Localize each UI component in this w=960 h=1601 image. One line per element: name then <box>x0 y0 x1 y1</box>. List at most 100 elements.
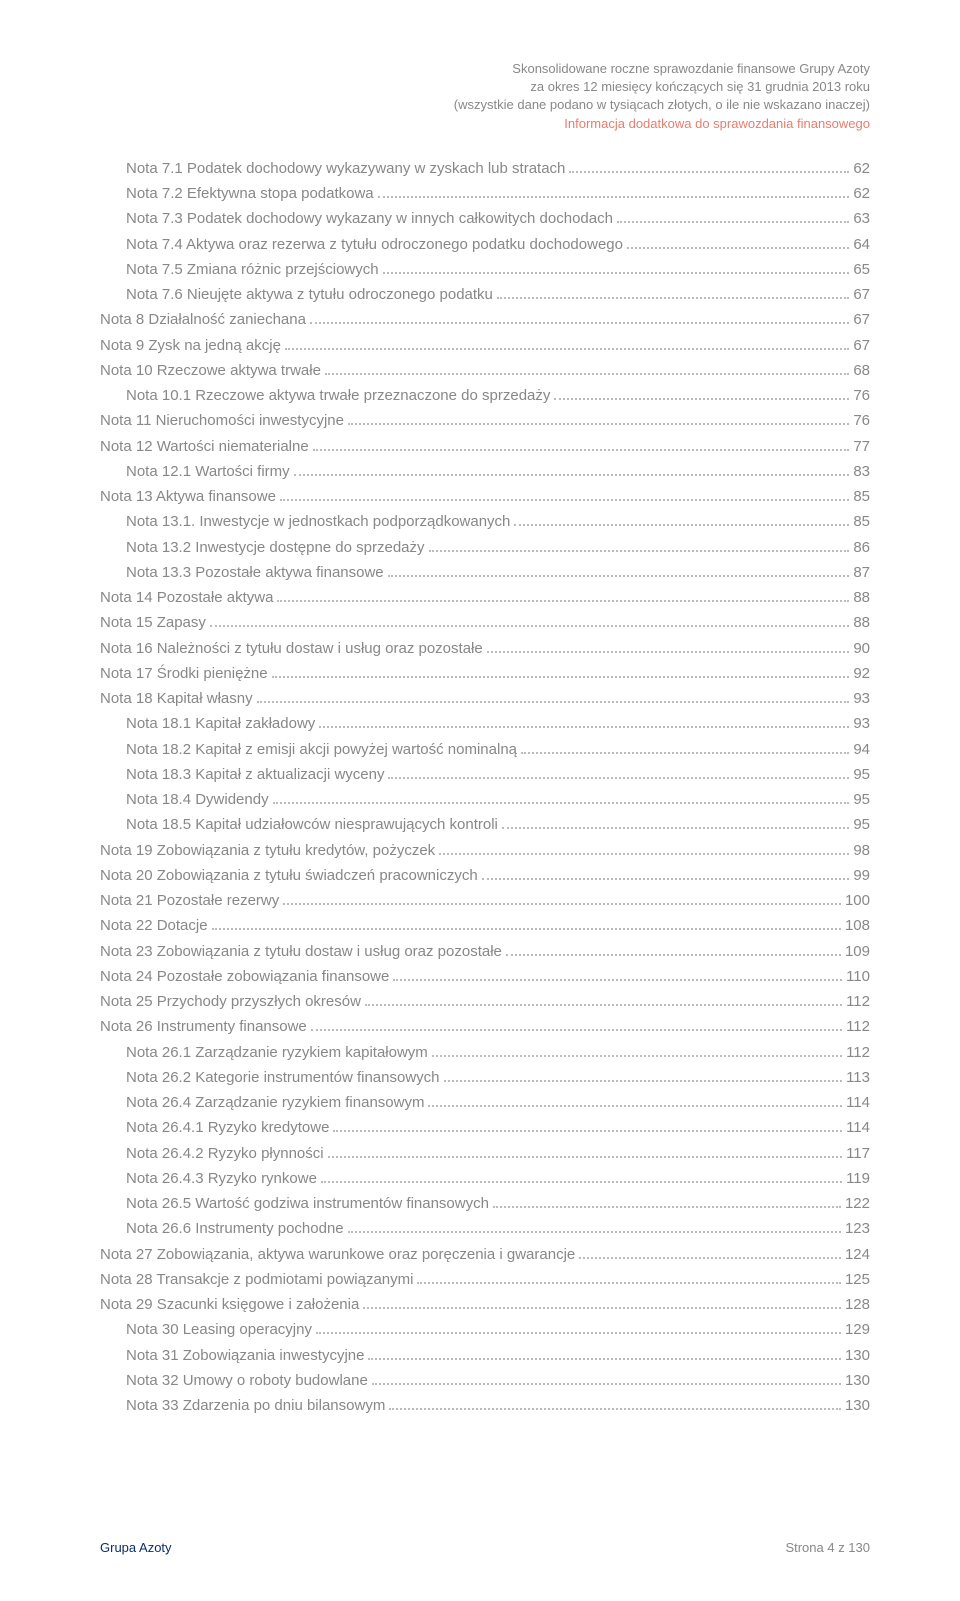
toc-entry[interactable]: Nota 26.1 Zarządzanie ryzykiem kapitałow… <box>126 1041 870 1064</box>
toc-leader-dots <box>514 524 849 526</box>
toc-entry[interactable]: Nota 32 Umowy o roboty budowlane130 <box>126 1369 870 1392</box>
toc-entry-title: Nota 18.4 Dywidendy <box>126 788 269 811</box>
toc-entry-title: Nota 10 Rzeczowe aktywa trwałe <box>100 359 321 382</box>
toc-leader-dots <box>627 247 849 249</box>
toc-entry[interactable]: Nota 18 Kapitał własny93 <box>100 687 870 710</box>
toc-leader-dots <box>368 1358 841 1360</box>
toc-entry[interactable]: Nota 18.2 Kapitał z emisji akcji powyżej… <box>126 738 870 761</box>
toc-entry-page: 130 <box>845 1369 870 1392</box>
toc-entry[interactable]: Nota 15 Zapasy 88 <box>100 611 870 634</box>
toc-entry[interactable]: Nota 27 Zobowiązania, aktywa warunkowe o… <box>100 1243 870 1266</box>
toc-entry-page: 67 <box>853 308 870 331</box>
toc-entry-title: Nota 22 Dotacje <box>100 914 208 937</box>
toc-entry[interactable]: Nota 26.6 Instrumenty pochodne123 <box>126 1217 870 1240</box>
toc-leader-dots <box>417 1282 840 1284</box>
toc-entry[interactable]: Nota 31 Zobowiązania inwestycyjne130 <box>126 1344 870 1367</box>
toc-entry-title: Nota 20 Zobowiązania z tytułu świadczeń … <box>100 864 478 887</box>
toc-entry[interactable]: Nota 12.1 Wartości firmy83 <box>126 460 870 483</box>
toc-entry-title: Nota 25 Przychody przyszłych okresów <box>100 990 361 1013</box>
toc-entry-page: 129 <box>845 1318 870 1341</box>
toc-entry[interactable]: Nota 16 Należności z tytułu dostaw i usł… <box>100 637 870 660</box>
toc-entry[interactable]: Nota 28 Transakcje z podmiotami powiązan… <box>100 1268 870 1291</box>
toc-entry[interactable]: Nota 33 Zdarzenia po dniu bilansowym130 <box>126 1394 870 1417</box>
toc-leader-dots <box>363 1307 841 1309</box>
toc-leader-dots <box>328 1156 842 1158</box>
toc-leader-dots <box>388 575 850 577</box>
toc-entry[interactable]: Nota 13.1. Inwestycje w jednostkach podp… <box>126 510 870 533</box>
toc-entry[interactable]: Nota 25 Przychody przyszłych okresów 112 <box>100 990 870 1013</box>
toc-entry[interactable]: Nota 18.1 Kapitał zakładowy93 <box>126 712 870 735</box>
toc-entry-page: 113 <box>846 1066 870 1089</box>
toc-entry-page: 112 <box>846 990 870 1013</box>
toc-entry[interactable]: Nota 22 Dotacje108 <box>100 914 870 937</box>
toc-leader-dots <box>428 1105 842 1107</box>
toc-entry[interactable]: Nota 29 Szacunki księgowe i założenia128 <box>100 1293 870 1316</box>
document-header: Skonsolidowane roczne sprawozdanie finan… <box>100 60 870 133</box>
toc-entry[interactable]: Nota 26.5 Wartość godziwa instrumentów f… <box>126 1192 870 1215</box>
toc-entry[interactable]: Nota 18.5 Kapitał udziałowców niesprawuj… <box>126 813 870 836</box>
toc-entry[interactable]: Nota 19 Zobowiązania z tytułu kredytów, … <box>100 839 870 862</box>
toc-entry[interactable]: Nota 26.4.2 Ryzyko płynności117 <box>126 1142 870 1165</box>
toc-entry-title: Nota 7.3 Podatek dochodowy wykazany w in… <box>126 207 613 230</box>
toc-entry-title: Nota 18.2 Kapitał z emisji akcji powyżej… <box>126 738 517 761</box>
toc-entry-title: Nota 15 Zapasy <box>100 611 206 634</box>
toc-entry-title: Nota 29 Szacunki księgowe i założenia <box>100 1293 359 1316</box>
toc-entry[interactable]: Nota 26 Instrumenty finansowe112 <box>100 1015 870 1038</box>
toc-entry[interactable]: Nota 9 Zysk na jedną akcję67 <box>100 334 870 357</box>
toc-entry[interactable]: Nota 8 Działalność zaniechana67 <box>100 308 870 331</box>
toc-entry[interactable]: Nota 26.4 Zarządzanie ryzykiem finansowy… <box>126 1091 870 1114</box>
toc-leader-dots <box>393 979 842 981</box>
toc-entry[interactable]: Nota 24 Pozostałe zobowiązania finansowe… <box>100 965 870 988</box>
toc-entry-page: 117 <box>846 1142 870 1165</box>
toc-entry[interactable]: Nota 7.4 Aktywa oraz rezerwa z tytułu od… <box>126 233 870 256</box>
toc-entry[interactable]: Nota 12 Wartości niematerialne77 <box>100 435 870 458</box>
toc-entry[interactable]: Nota 11 Nieruchomości inwestycyjne76 <box>100 409 870 432</box>
toc-entry[interactable]: Nota 17 Środki pieniężne92 <box>100 662 870 685</box>
toc-leader-dots <box>365 1004 842 1006</box>
toc-entry-page: 85 <box>853 485 870 508</box>
toc-entry[interactable]: Nota 13.2 Inwestycje dostępne do sprzeda… <box>126 536 870 559</box>
toc-entry[interactable]: Nota 7.5 Zmiana różnic przejściowych65 <box>126 258 870 281</box>
toc-entry-page: 63 <box>853 207 870 230</box>
toc-entry-title: Nota 14 Pozostałe aktywa <box>100 586 273 609</box>
toc-entry-page: 114 <box>846 1116 870 1139</box>
toc-entry[interactable]: Nota 30 Leasing operacyjny129 <box>126 1318 870 1341</box>
toc-entry-page: 114 <box>846 1091 870 1114</box>
toc-leader-dots <box>554 398 849 400</box>
toc-entry-title: Nota 26.4.1 Ryzyko kredytowe <box>126 1116 329 1139</box>
toc-entry[interactable]: Nota 13 Aktywa finansowe85 <box>100 485 870 508</box>
toc-leader-dots <box>321 1181 842 1183</box>
toc-entry-title: Nota 13.2 Inwestycje dostępne do sprzeda… <box>126 536 425 559</box>
toc-entry[interactable]: Nota 10.1 Rzeczowe aktywa trwałe przezna… <box>126 384 870 407</box>
toc-entry[interactable]: Nota 20 Zobowiązania z tytułu świadczeń … <box>100 864 870 887</box>
toc-leader-dots <box>617 221 849 223</box>
toc-entry-title: Nota 10.1 Rzeczowe aktywa trwałe przezna… <box>126 384 550 407</box>
toc-leader-dots <box>388 777 849 779</box>
toc-entry[interactable]: Nota 7.2 Efektywna stopa podatkowa62 <box>126 182 870 205</box>
toc-entry[interactable]: Nota 23 Zobowiązania z tytułu dostaw i u… <box>100 940 870 963</box>
toc-entry[interactable]: Nota 10 Rzeczowe aktywa trwałe68 <box>100 359 870 382</box>
toc-entry[interactable]: Nota 14 Pozostałe aktywa88 <box>100 586 870 609</box>
toc-entry[interactable]: Nota 21 Pozostałe rezerwy100 <box>100 889 870 912</box>
toc-leader-dots <box>311 1029 842 1031</box>
toc-entry[interactable]: Nota 26.2 Kategorie instrumentów finanso… <box>126 1066 870 1089</box>
toc-entry[interactable]: Nota 7.6 Nieujęte aktywa z tytułu odrocz… <box>126 283 870 306</box>
toc-leader-dots <box>283 903 841 905</box>
toc-leader-dots <box>313 449 850 451</box>
toc-leader-dots <box>210 625 849 627</box>
toc-entry-page: 88 <box>853 611 870 634</box>
toc-entry-title: Nota 28 Transakcje z podmiotami powiązan… <box>100 1268 413 1291</box>
toc-entry[interactable]: Nota 7.3 Podatek dochodowy wykazany w in… <box>126 207 870 230</box>
toc-leader-dots <box>273 802 850 804</box>
toc-entry[interactable]: Nota 26.4.1 Ryzyko kredytowe 114 <box>126 1116 870 1139</box>
toc-entry[interactable]: Nota 18.4 Dywidendy95 <box>126 788 870 811</box>
toc-entry[interactable]: Nota 13.3 Pozostałe aktywa finansowe87 <box>126 561 870 584</box>
toc-entry[interactable]: Nota 18.3 Kapitał z aktualizacji wyceny9… <box>126 763 870 786</box>
toc-entry[interactable]: Nota 7.1 Podatek dochodowy wykazywany w … <box>126 157 870 180</box>
toc-entry-title: Nota 26.5 Wartość godziwa instrumentów f… <box>126 1192 489 1215</box>
toc-entry-title: Nota 18.5 Kapitał udziałowców niesprawuj… <box>126 813 498 836</box>
toc-leader-dots <box>487 651 850 653</box>
toc-entry-page: 99 <box>853 864 870 887</box>
toc-entry-title: Nota 26.6 Instrumenty pochodne <box>126 1217 344 1240</box>
toc-entry[interactable]: Nota 26.4.3 Ryzyko rynkowe119 <box>126 1167 870 1190</box>
